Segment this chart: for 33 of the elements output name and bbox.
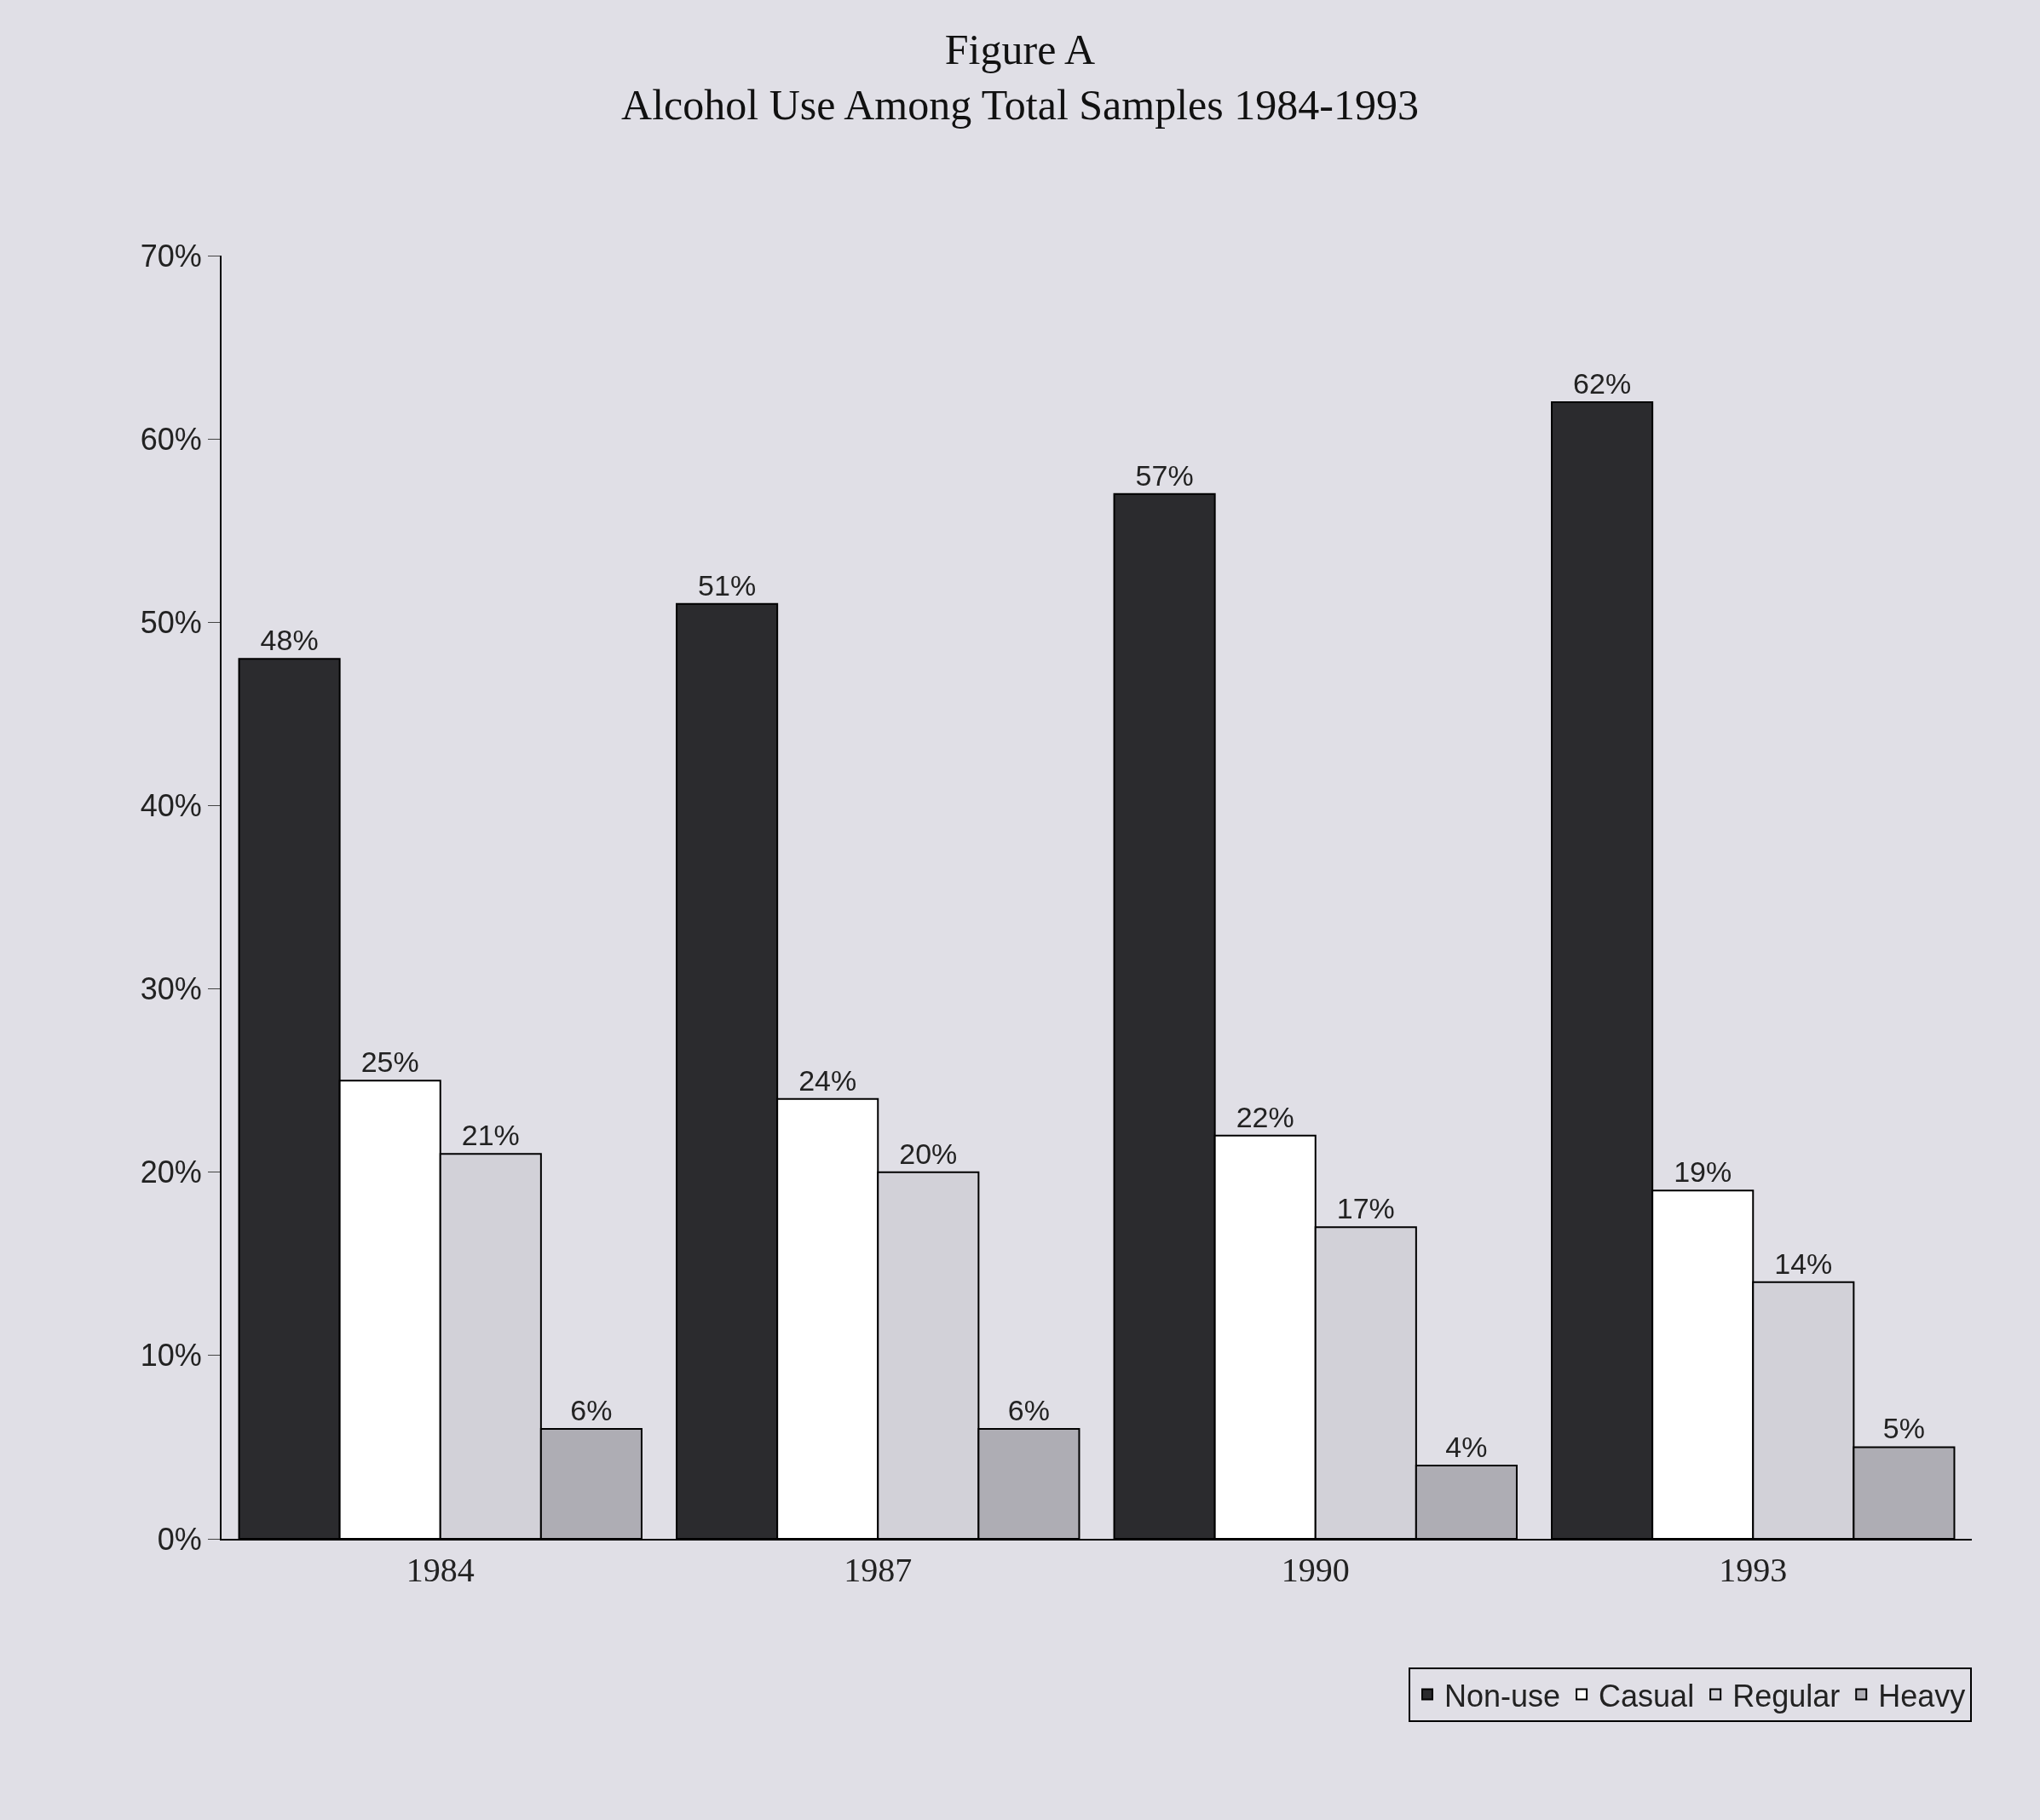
y-tick-label: 0% [157, 1521, 202, 1557]
y-tick-label: 10% [140, 1338, 202, 1374]
data-label: 25% [360, 1045, 419, 1079]
y-tick-label: 60% [140, 421, 202, 457]
y-tick-label: 30% [140, 971, 202, 1007]
data-label: 20% [899, 1137, 958, 1170]
data-label: 62% [1573, 367, 1632, 400]
data-label: 6% [570, 1393, 613, 1426]
data-label: 6% [1007, 1393, 1050, 1426]
y-tick-label: 20% [140, 1155, 202, 1190]
y-tick-label: 40% [140, 788, 202, 824]
x-tick-label: 1993 [1719, 1551, 1788, 1589]
legend-label: Heavy [1878, 1678, 1966, 1713]
y-tick-label: 70% [140, 238, 202, 274]
x-tick-label: 1990 [1281, 1551, 1350, 1589]
legend-label: Regular [1732, 1678, 1841, 1713]
data-label: 22% [1236, 1100, 1294, 1133]
data-label: 21% [461, 1119, 520, 1152]
data-label: 5% [1882, 1412, 1925, 1445]
x-tick-label: 1987 [844, 1551, 913, 1589]
chart-title: Figure A Alcohol Use Among Total Samples 1984-1993 [621, 25, 1419, 129]
data-label: 4% [1445, 1430, 1488, 1463]
data-label: 17% [1336, 1192, 1395, 1225]
x-tick-label: 1984 [406, 1551, 475, 1589]
data-label: 48% [260, 624, 319, 657]
data-label: 24% [798, 1063, 857, 1097]
data-label: 51% [698, 568, 757, 602]
legend-label: Casual [1599, 1678, 1695, 1713]
data-label: 19% [1674, 1155, 1732, 1189]
y-tick-label: 50% [140, 604, 202, 640]
data-label: 14% [1774, 1247, 1833, 1280]
data-label: 57% [1135, 458, 1194, 492]
legend-label: Non-use [1444, 1678, 1561, 1713]
